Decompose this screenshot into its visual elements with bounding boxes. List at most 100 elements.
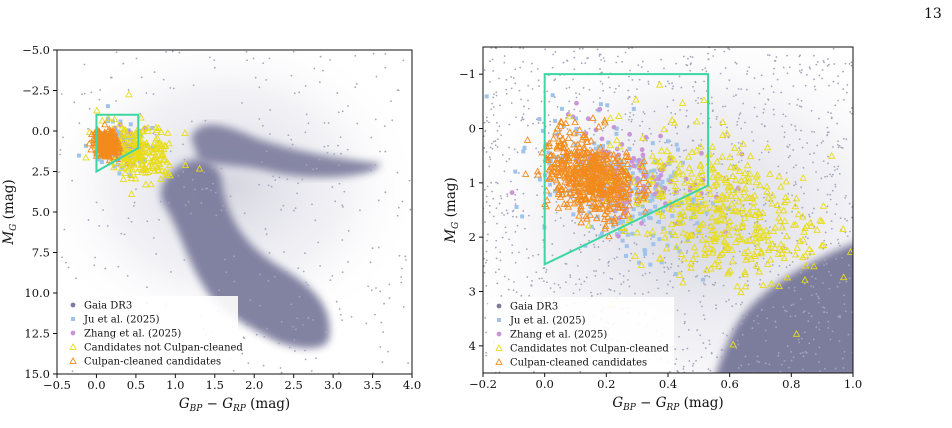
data-point	[137, 113, 145, 121]
data-point	[509, 190, 515, 196]
gaia-point	[838, 340, 841, 342]
data-point	[601, 185, 606, 190]
data-point	[641, 183, 647, 189]
gaia-point	[800, 129, 802, 132]
gaia-point	[404, 259, 407, 261]
gaia-point	[627, 89, 630, 92]
gaia-point	[599, 80, 602, 83]
gaia-point	[755, 265, 757, 268]
data-point	[677, 250, 686, 258]
gaia-point	[350, 315, 353, 318]
gaia-point	[266, 327, 268, 330]
data-point	[636, 157, 642, 163]
gaia-point	[601, 71, 603, 74]
gaia-point	[304, 131, 307, 134]
data-point	[627, 146, 632, 151]
data-point	[565, 112, 574, 120]
data-point	[110, 115, 119, 123]
gaia-point	[553, 183, 556, 185]
gaia-point	[191, 178, 194, 181]
legend-marker	[495, 358, 503, 365]
gaia-point	[782, 66, 785, 69]
data-point	[707, 264, 715, 272]
gaia-point	[700, 112, 702, 115]
gaia-point	[692, 362, 695, 365]
data-point	[691, 250, 700, 258]
data-point	[534, 170, 542, 178]
gaia-point	[574, 222, 577, 224]
data-point	[546, 173, 554, 181]
data-point	[598, 102, 603, 107]
gaia-point	[782, 306, 785, 308]
gaia-point	[826, 58, 829, 60]
gaia-point	[834, 183, 837, 186]
data-point	[619, 212, 627, 220]
data-point	[668, 228, 677, 236]
gaia-point	[302, 324, 304, 326]
gaia-point	[336, 92, 339, 94]
gaia-point	[541, 185, 544, 188]
data-point	[122, 153, 130, 161]
gaia-point	[808, 213, 810, 216]
gaia-point	[579, 110, 581, 113]
gaia-point	[102, 209, 104, 211]
data-point	[101, 129, 110, 137]
gaia-point	[674, 126, 677, 129]
gaia-point	[587, 56, 589, 59]
gaia-point	[331, 274, 334, 277]
gaia-point	[379, 150, 381, 153]
gaia-point	[495, 207, 498, 210]
gaia-point	[557, 283, 560, 286]
gaia-point	[522, 118, 525, 121]
data-point	[666, 178, 671, 183]
gaia-point	[738, 276, 741, 279]
data-point	[789, 221, 798, 228]
gaia-point	[98, 225, 101, 227]
gaia-point	[777, 352, 780, 354]
gaia-point	[613, 257, 616, 260]
gaia-point	[594, 274, 597, 277]
gaia-point	[631, 79, 634, 81]
gaia-point	[726, 213, 728, 216]
gaia-point	[833, 169, 836, 172]
gaia-point	[820, 177, 823, 180]
gaia-point	[822, 59, 825, 62]
gaia-point	[784, 115, 787, 118]
gaia-point	[809, 153, 811, 156]
gaia-point	[851, 216, 853, 219]
data-point	[729, 207, 738, 214]
gaia-point	[58, 171, 60, 173]
gaia-point	[838, 172, 841, 175]
gaia-point	[831, 189, 834, 192]
data-point	[769, 227, 778, 234]
data-point	[707, 222, 715, 229]
gaia-point	[367, 285, 370, 288]
gaia-point	[845, 138, 848, 141]
data-point	[99, 139, 107, 147]
gaia-point	[641, 60, 644, 63]
gaia-point	[608, 239, 611, 242]
gaia-point	[668, 82, 670, 85]
gaia-point	[545, 281, 548, 284]
gaia-point	[790, 350, 792, 353]
gaia-point	[293, 92, 296, 95]
y-tick-label: −2.5	[22, 84, 50, 98]
gaia-point	[500, 295, 503, 297]
gaia-point	[843, 294, 845, 297]
gaia-point	[811, 212, 814, 214]
data-point	[685, 232, 694, 239]
data-point	[601, 222, 610, 229]
data-point	[596, 161, 601, 166]
gaia-point	[499, 104, 501, 107]
gaia-point	[212, 182, 214, 185]
gaia-point	[676, 369, 679, 372]
gaia-point	[744, 121, 746, 124]
data-point	[660, 209, 665, 214]
gaia-point	[506, 193, 509, 196]
gaia-point	[774, 320, 777, 323]
data-point	[598, 234, 603, 239]
gaia-point	[740, 159, 743, 162]
data-point	[764, 236, 773, 244]
x-tick-label: 0.5	[127, 378, 145, 392]
gaia-point	[708, 200, 711, 202]
